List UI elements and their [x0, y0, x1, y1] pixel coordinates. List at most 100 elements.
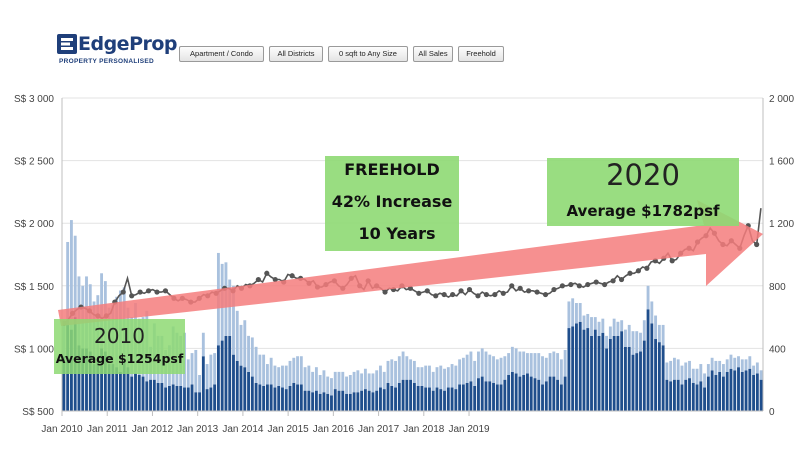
filter-district[interactable]: All Districts — [269, 46, 323, 62]
bar-light — [567, 301, 571, 329]
x-tick-label: Jan 2014 — [222, 424, 264, 435]
bar-dark — [548, 376, 552, 411]
y-right-tick-label: 0 — [769, 407, 775, 418]
bar-dark — [458, 384, 462, 411]
bar-dark — [450, 387, 454, 411]
price-point — [424, 288, 430, 294]
bar-light — [360, 373, 364, 391]
bar-dark — [243, 367, 247, 411]
filter-sale-type[interactable]: All Sales — [413, 46, 453, 62]
bar-dark — [461, 384, 465, 411]
bar-light — [296, 356, 299, 385]
price-point — [610, 278, 616, 284]
bar-light — [522, 351, 526, 376]
bar-dark — [277, 385, 281, 411]
bar-light — [631, 331, 635, 355]
price-point — [145, 288, 152, 294]
bar-light — [590, 317, 593, 336]
bar-light — [194, 349, 198, 393]
bar-light — [695, 368, 699, 385]
bar-dark — [247, 371, 250, 411]
bar-dark — [175, 385, 179, 411]
bar-dark — [333, 389, 337, 411]
filter-size[interactable]: 0 sqft to Any Size — [328, 46, 408, 62]
bar-dark — [262, 385, 266, 411]
price-point — [754, 241, 760, 248]
bar-dark — [488, 381, 492, 411]
bar-dark — [571, 326, 575, 411]
bar-dark — [356, 392, 360, 411]
bar-light — [699, 364, 703, 382]
bar-dark — [714, 375, 718, 411]
bar-light — [450, 364, 454, 388]
bar-dark — [428, 387, 431, 411]
bar-dark — [118, 371, 122, 411]
bar-light — [352, 371, 356, 393]
bar-light — [405, 356, 409, 380]
x-tick-label: Jan 2013 — [177, 424, 219, 435]
filter-tenure[interactable]: Freehold — [458, 46, 504, 62]
price-point — [450, 291, 456, 298]
bar-light — [367, 373, 371, 391]
bar-light — [571, 298, 575, 327]
bar-dark — [130, 376, 134, 411]
bar-dark — [590, 335, 593, 411]
bar-light — [684, 362, 688, 380]
bar-light — [669, 360, 673, 382]
bar-dark — [281, 387, 284, 411]
bar-dark — [499, 384, 503, 411]
bar-light — [691, 368, 695, 383]
bar-dark — [737, 367, 740, 411]
bar-light — [318, 375, 322, 394]
x-tick-label: Jan 2012 — [132, 424, 174, 435]
bar-dark — [352, 392, 356, 411]
y-left-tick-label: S$ 2 000 — [14, 219, 54, 230]
bar-light — [492, 356, 495, 383]
bar-light — [232, 285, 235, 355]
bar-dark — [556, 379, 560, 411]
price-point — [551, 286, 557, 293]
bar-light — [556, 353, 560, 380]
bar-light — [330, 378, 333, 396]
bar-dark — [624, 346, 627, 411]
annotation-center-box — [325, 156, 459, 251]
bar-dark — [107, 364, 111, 411]
price-point — [272, 276, 278, 283]
bar-light — [597, 321, 601, 336]
bar-light — [552, 351, 556, 377]
bar-dark — [371, 392, 375, 411]
bar-dark — [348, 393, 352, 411]
bar-light — [243, 320, 247, 368]
bar-light — [299, 356, 303, 385]
annotation-2020-average: Average $1782psf — [566, 202, 720, 220]
bar-light — [639, 332, 642, 352]
bar-light — [307, 365, 311, 391]
bar-dark — [646, 309, 650, 411]
bar-dark — [322, 392, 326, 411]
bar-dark — [454, 389, 458, 411]
edgeprop-logo[interactable]: EdgeProp PROPERTY PERSONALISED — [57, 33, 178, 66]
bar-dark — [194, 392, 198, 411]
price-point — [137, 289, 143, 295]
price-point — [644, 265, 650, 271]
bar-dark — [375, 390, 379, 411]
bar-light — [563, 349, 567, 377]
bar-dark — [250, 376, 254, 411]
bar-light — [435, 367, 439, 388]
bar-light — [281, 365, 284, 388]
bar-light — [303, 367, 307, 391]
bar-dark — [183, 387, 186, 411]
bar-light — [262, 354, 266, 386]
bar-light — [458, 359, 462, 385]
bar-light — [379, 365, 382, 388]
bar-light — [213, 353, 217, 385]
bar-dark — [265, 384, 269, 411]
bar-dark — [179, 385, 183, 411]
filter-property-type[interactable]: Apartment / Condo — [179, 46, 264, 62]
bar-dark — [296, 384, 299, 411]
bar-dark — [688, 378, 691, 411]
bar-light — [265, 364, 269, 385]
bar-dark — [435, 387, 439, 411]
price-point — [416, 290, 422, 296]
price-point — [576, 283, 582, 289]
